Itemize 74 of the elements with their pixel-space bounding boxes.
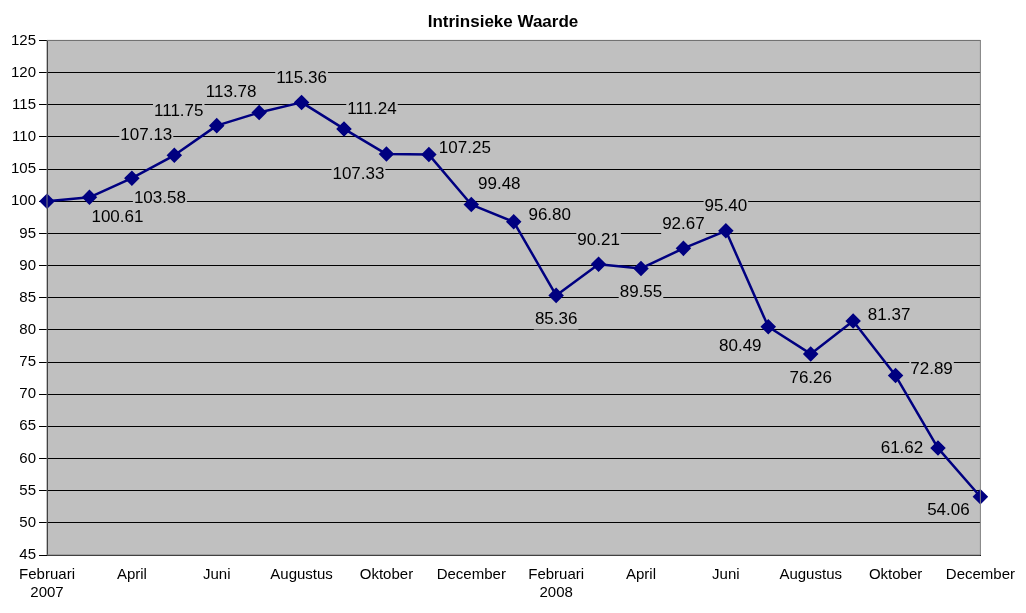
data-label: 95.40 bbox=[704, 196, 748, 216]
data-label: 111.24 bbox=[347, 98, 397, 118]
y-tick-label: 125 bbox=[11, 30, 37, 48]
data-label: 107.33 bbox=[332, 163, 385, 183]
data-label: 111.75 bbox=[153, 101, 204, 121]
x-tick-label: Augustus bbox=[779, 565, 842, 583]
x-tick-label: Juni bbox=[202, 565, 231, 583]
point bbox=[888, 368, 903, 383]
data-label: 76.26 bbox=[789, 367, 832, 387]
y-tick-label: 115 bbox=[12, 94, 37, 112]
x-tick-label: Augustus bbox=[270, 565, 333, 583]
point bbox=[336, 121, 352, 137]
data-label: 92.67 bbox=[662, 214, 705, 234]
point bbox=[167, 148, 182, 163]
y-tick-label: 80 bbox=[19, 320, 37, 337]
point bbox=[379, 146, 394, 162]
x-tick-label: Juni bbox=[712, 565, 740, 583]
point bbox=[294, 95, 309, 110]
y-tick-label: 90 bbox=[19, 255, 37, 273]
data-label: 100.61 bbox=[91, 206, 144, 226]
point bbox=[633, 261, 649, 276]
data-label: 99.48 bbox=[478, 174, 521, 194]
x-tick-label: December bbox=[945, 565, 1016, 583]
y-tick-label: 60 bbox=[19, 448, 37, 466]
point bbox=[803, 346, 818, 362]
y-tick-label: 120 bbox=[11, 62, 37, 80]
point bbox=[845, 313, 861, 329]
chart-title: Intrinsieke Waarde bbox=[427, 11, 579, 31]
data-label: 85.36 bbox=[534, 309, 578, 329]
point bbox=[251, 105, 267, 120]
point bbox=[930, 440, 946, 456]
y-tick-label: 45 bbox=[19, 545, 37, 563]
point bbox=[591, 256, 606, 272]
point bbox=[761, 319, 776, 334]
point bbox=[124, 170, 140, 186]
point bbox=[676, 241, 691, 256]
point bbox=[209, 118, 224, 133]
data-label: 107.25 bbox=[438, 138, 491, 158]
data-label: 89.55 bbox=[619, 282, 663, 302]
x-tick-label: December bbox=[436, 565, 506, 583]
y-tick-label: 55 bbox=[19, 480, 37, 498]
x-tick-label: April bbox=[625, 565, 656, 583]
y-tick-label: 70 bbox=[19, 384, 37, 402]
y-tick-label: 110 bbox=[12, 127, 37, 145]
x-tick-label: Oktober bbox=[868, 565, 923, 583]
x-tick-label: Oktober bbox=[359, 565, 414, 583]
y-tick-label: 85 bbox=[19, 287, 37, 305]
data-label: 96.80 bbox=[528, 205, 571, 225]
point bbox=[464, 197, 479, 212]
point bbox=[421, 147, 437, 162]
point bbox=[973, 489, 988, 504]
data-label: 113.78 bbox=[205, 82, 257, 102]
point bbox=[718, 223, 734, 239]
data-label: 90.21 bbox=[577, 229, 620, 249]
y-tick-label: 65 bbox=[19, 416, 37, 434]
point bbox=[82, 190, 97, 205]
y-tick-label: 75 bbox=[19, 352, 37, 370]
y-tick-label: 95 bbox=[19, 223, 37, 241]
x-tick-label: Februari 2007 bbox=[19, 565, 75, 601]
x-tick-label: April bbox=[116, 565, 147, 583]
y-tick-label: 100 bbox=[11, 191, 37, 209]
data-label: 81.37 bbox=[867, 304, 911, 324]
x-tick-label: Februari 2008 bbox=[528, 565, 585, 601]
point bbox=[506, 214, 521, 230]
data-label: 103.58 bbox=[133, 187, 186, 207]
data-label: 61.62 bbox=[880, 437, 924, 457]
data-label: 54.06 bbox=[927, 500, 970, 520]
data-label: 115.36 bbox=[276, 68, 327, 88]
y-tick-label: 50 bbox=[19, 512, 37, 530]
point bbox=[548, 288, 564, 303]
y-tick-label: 105 bbox=[11, 159, 37, 177]
data-label: 72.89 bbox=[910, 359, 953, 379]
data-label: 107.13 bbox=[120, 125, 173, 145]
data-label: 80.49 bbox=[719, 336, 762, 356]
